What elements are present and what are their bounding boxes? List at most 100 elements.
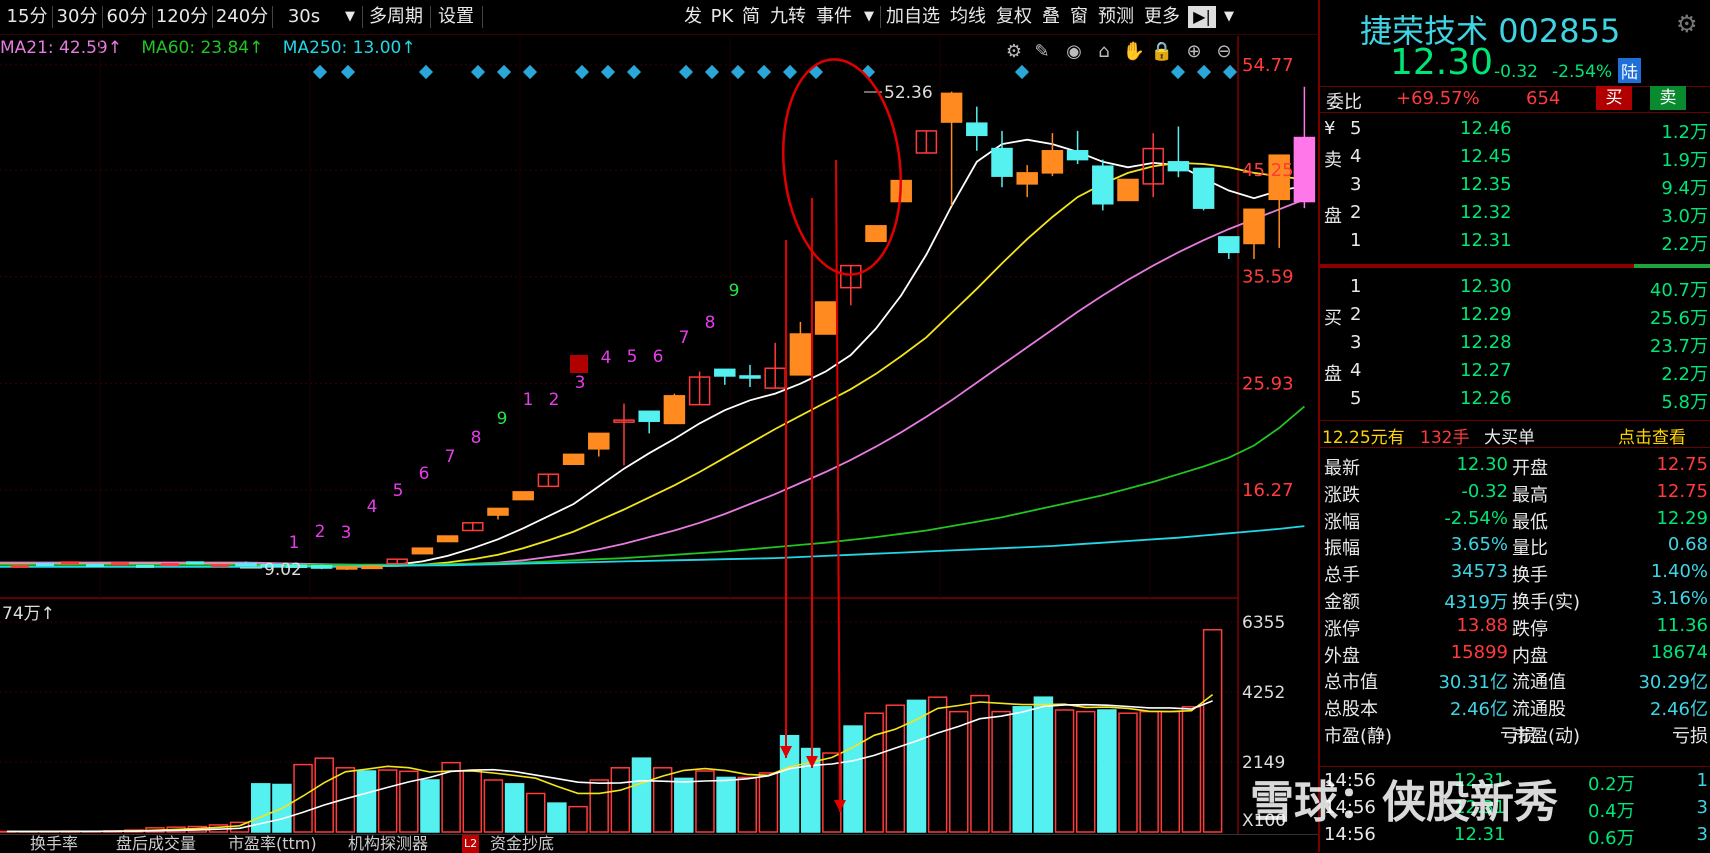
volume-bar[interactable] [484,780,502,832]
note-icon[interactable] [570,355,588,373]
event-marker-icon[interactable] [1015,65,1029,79]
volume-bar[interactable] [527,793,545,832]
volume-bar[interactable] [315,758,333,832]
sell-button[interactable]: 卖 [1650,86,1686,110]
candle[interactable] [1168,162,1188,171]
candle[interactable] [639,411,659,421]
candle[interactable] [740,376,760,378]
volume-bar[interactable] [1182,707,1200,832]
event-marker-icon[interactable] [731,65,745,79]
event-marker-icon[interactable] [523,65,537,79]
tab-after-hours[interactable]: 盘后成交量 [116,835,196,853]
candle[interactable] [1017,173,1037,184]
volume-bar[interactable] [421,780,439,832]
zoom-out-icon[interactable]: ⊖ [1216,41,1231,62]
volume-bar[interactable] [1013,707,1031,832]
candle[interactable] [1042,151,1062,173]
candle[interactable] [790,334,810,375]
volume-bar[interactable] [379,770,397,832]
volume-bar[interactable] [1056,710,1074,832]
candle[interactable] [136,565,154,568]
candle[interactable] [1093,166,1113,204]
candle[interactable] [236,564,256,566]
gear-icon[interactable]: ⚙ [1676,10,1698,38]
buy-price[interactable]: 12.30 [1460,276,1512,297]
big-order-link[interactable]: 点击查看 [1618,423,1686,448]
event-marker-icon[interactable] [1197,65,1211,79]
candle[interactable] [86,564,104,567]
candle[interactable] [816,302,836,334]
eye-icon[interactable]: ◉ [1066,41,1082,62]
volume-bar[interactable] [717,777,735,832]
volume-bar[interactable] [1204,630,1222,832]
buy-price[interactable]: 12.27 [1460,360,1512,381]
volume-bar[interactable] [632,758,650,832]
volume-bar[interactable] [506,784,524,832]
volume-bar[interactable] [759,773,777,832]
hand-icon[interactable]: ✋ [1123,40,1145,62]
candle[interactable] [967,123,987,135]
volume-bar[interactable] [1140,712,1158,832]
candle[interactable] [186,561,204,564]
tab-institution-detector[interactable]: 机构探测器 [348,835,428,853]
candle[interactable] [337,567,357,569]
candle[interactable] [1068,151,1088,160]
event-marker-icon[interactable] [783,65,797,79]
event-marker-icon[interactable] [575,65,589,79]
candle[interactable] [312,566,332,568]
volume-bar[interactable] [1119,713,1137,832]
candle[interactable] [992,149,1012,177]
lock-icon[interactable]: ⌂ [1098,41,1109,62]
candle[interactable] [362,566,382,568]
buy-button[interactable]: 买 [1596,86,1632,110]
candle[interactable] [211,564,229,567]
candle[interactable] [11,565,29,568]
candle[interactable] [1194,168,1214,208]
event-marker-icon[interactable] [419,65,433,79]
candle[interactable] [1118,179,1138,200]
volume-bar[interactable] [294,765,312,832]
volume-bar[interactable] [738,777,756,832]
settings-icon[interactable]: ⚙ [1006,41,1022,62]
volume-bar[interactable] [675,778,693,832]
buy-price[interactable]: 12.26 [1460,388,1512,409]
volume-bar[interactable] [1077,712,1095,832]
volume-bar[interactable] [548,803,566,832]
candle[interactable] [715,369,735,376]
candle[interactable] [1219,237,1239,252]
candle[interactable] [1294,138,1314,202]
candle[interactable] [513,492,533,500]
volume-bar[interactable] [992,712,1010,832]
candle[interactable] [111,562,129,565]
candle[interactable] [866,226,886,241]
event-marker-icon[interactable] [601,65,615,79]
tab-pe-ttm[interactable]: 市盈率(ttm) [228,835,317,853]
event-marker-icon[interactable] [1223,65,1237,79]
buy-price[interactable]: 12.28 [1460,332,1512,353]
chart-tools[interactable]: ⚙✎◉⌂✋🔒⊕⊖ [1006,40,1232,62]
buy-price[interactable]: 12.29 [1460,304,1512,325]
volume-bar[interactable] [950,712,968,832]
event-marker-icon[interactable] [471,65,485,79]
candle[interactable] [61,561,79,564]
volume-bar[interactable] [463,771,481,832]
volume-bar[interactable] [590,780,608,832]
pen-icon[interactable]: ✎ [1034,41,1049,62]
tab-turnover[interactable]: 换手率 [30,835,78,853]
volume-bar[interactable] [1098,710,1116,832]
event-marker-icon[interactable] [497,65,511,79]
volume-bar[interactable] [611,768,629,832]
candle[interactable] [488,508,508,515]
volume-bar[interactable] [886,705,904,832]
candle[interactable] [438,536,458,542]
event-marker-icon[interactable] [627,65,641,79]
volume-bar[interactable] [971,696,989,832]
candle[interactable] [564,454,584,464]
volume-bar[interactable] [865,713,883,832]
candle[interactable] [664,396,684,424]
volume-bar[interactable] [1034,697,1052,832]
event-markers[interactable] [313,65,1237,79]
event-marker-icon[interactable] [757,65,771,79]
candle[interactable] [942,93,962,122]
